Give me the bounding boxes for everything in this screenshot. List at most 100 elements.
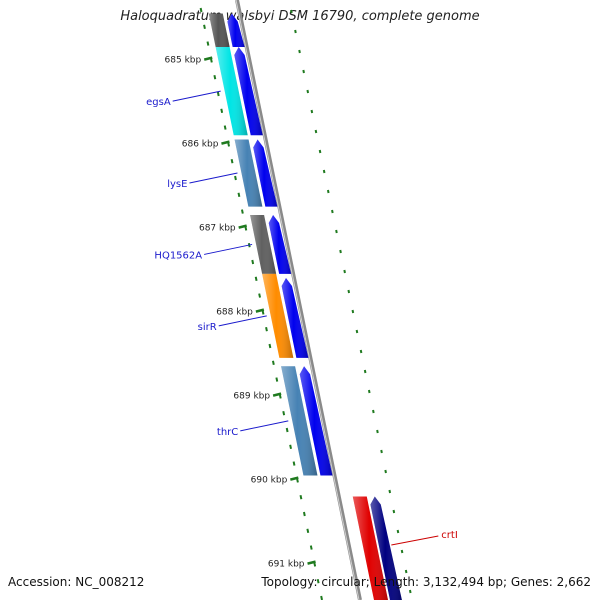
minor-tick (289, 444, 292, 450)
cds-arrow-shading (268, 215, 292, 274)
gene-feature-shading (281, 366, 318, 476)
gc-dot (347, 289, 351, 294)
gc-dot (367, 389, 371, 394)
minor-tick (265, 326, 268, 332)
minor-tick (216, 91, 220, 97)
topology-text: Topology: circular; Length: 3,132,494 bp… (261, 575, 591, 589)
cds-track (227, 13, 402, 600)
gene-feature-shading (262, 273, 294, 358)
gc-dot (343, 269, 346, 274)
gc-dot (298, 49, 301, 54)
gc-dot (384, 469, 387, 474)
gc-dot (351, 309, 355, 314)
gc-dot (339, 249, 342, 254)
crt-gene-label[interactable]: crtI (441, 530, 457, 541)
tick-marks-layer: 685 kbp 686 kbp 687 kbp 688 kbp 689 kbp 690 k… (165, 7, 323, 600)
gene-label[interactable]: sirR (198, 322, 217, 333)
cds-arrow-shading (253, 139, 278, 207)
gene-feature-shading (250, 215, 277, 274)
gc-dot (396, 529, 400, 534)
major-tick (221, 140, 230, 145)
backbone-highlight (235, 0, 360, 600)
major-tick (238, 224, 247, 229)
gc-dot (372, 409, 375, 414)
gc-dot (404, 569, 408, 574)
gc-dot (331, 209, 334, 214)
tick-label: 687 kbp (199, 224, 236, 234)
minor-tick (282, 410, 286, 416)
gc-dot (314, 129, 318, 134)
minor-tick (292, 461, 296, 466)
cds-arrow-shading (227, 13, 245, 48)
gene-label[interactable]: thrC (217, 427, 238, 438)
cds-arrow-shading (299, 366, 333, 476)
minor-tick (230, 158, 234, 164)
gc-dot (294, 29, 297, 34)
gc-dot (400, 549, 404, 554)
gene-label-leader (204, 243, 253, 255)
gene-label[interactable]: egsA (146, 97, 171, 108)
minor-tick (309, 545, 313, 550)
gc-dot (363, 369, 367, 374)
minor-tick (285, 427, 289, 433)
minor-tick (302, 511, 306, 517)
gc-dot (310, 109, 314, 114)
minor-tick (199, 7, 203, 13)
minor-tick (258, 293, 261, 298)
gc-dot (388, 489, 392, 494)
minor-tick (206, 41, 210, 46)
gc-dot (392, 509, 396, 514)
gc-dot-track (290, 9, 412, 594)
major-tick (307, 560, 316, 565)
tick-label: 691 kbp (268, 560, 305, 570)
genes-track (208, 13, 388, 600)
minor-tick (316, 578, 320, 584)
major-tick (272, 392, 282, 397)
gene-feature-shading (352, 496, 388, 600)
tick-label: 685 kbp (165, 56, 202, 66)
gc-dot (376, 429, 379, 434)
gc-dot (302, 69, 305, 74)
minor-tick (213, 74, 217, 80)
minor-tick (240, 209, 244, 214)
crt-label-leader (391, 535, 439, 546)
cds-arrow-shading (281, 278, 309, 358)
gene-feature-shading (215, 47, 248, 136)
gc-dot (335, 229, 338, 234)
major-tick (255, 308, 265, 313)
minor-tick (299, 494, 303, 500)
major-tick (290, 476, 299, 481)
gene-label[interactable]: lysE (167, 179, 187, 190)
minor-tick (271, 360, 275, 366)
tick-label: 688 kbp (216, 308, 253, 318)
gc-dot (290, 9, 293, 14)
minor-tick (320, 595, 323, 600)
minor-tick (254, 276, 258, 282)
minor-tick (220, 108, 224, 114)
accession-text: Accession: NC_008212 (8, 575, 145, 589)
minor-tick (251, 259, 255, 265)
minor-tick (237, 192, 241, 198)
gc-dot (326, 189, 330, 194)
gene-label-leader (189, 172, 238, 184)
cds-arrow-shading (234, 47, 263, 136)
gc-dot (306, 89, 310, 94)
gene-feature-shading (208, 13, 230, 48)
minor-tick (306, 528, 310, 534)
minor-tick (223, 125, 227, 130)
minor-tick (203, 24, 206, 30)
tick-label: 690 kbp (251, 476, 288, 486)
minor-tick (268, 343, 272, 349)
gc-dot (359, 349, 363, 354)
backbone-layer (235, 0, 362, 600)
gc-dot (355, 329, 359, 334)
gene-label[interactable]: HQ1562A (154, 250, 202, 261)
minor-tick (275, 377, 279, 382)
tick-label: 686 kbp (182, 140, 219, 150)
minor-tick (234, 175, 237, 181)
gene-label-leader (240, 420, 289, 432)
gc-dot (380, 449, 383, 454)
gene-labels-layer: egsA lysE HQ1562A sirR thrC crtI (146, 90, 458, 546)
gene-feature-shading (234, 139, 263, 207)
